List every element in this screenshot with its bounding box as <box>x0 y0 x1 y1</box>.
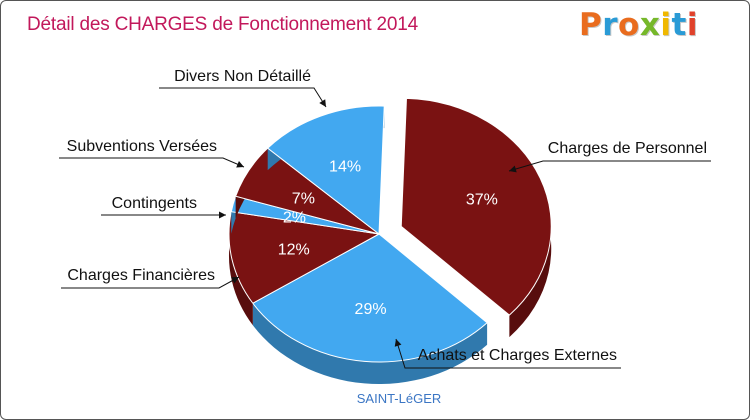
city-name: SAINT-LéGER <box>357 391 442 406</box>
slice-percent-label: 14% <box>329 159 361 176</box>
slice-category-label: Contingents <box>112 195 197 212</box>
slice-category-label: Achats et Charges Externes <box>418 347 617 364</box>
leader-arrow-icon <box>219 211 226 219</box>
pie-slice-top <box>266 105 385 235</box>
leader-lines <box>59 87 711 369</box>
slice-category-label: Subventions Versées <box>67 138 217 155</box>
logo-letter: i <box>660 7 672 43</box>
leader-line <box>395 338 621 369</box>
pie-slice-top <box>400 97 552 316</box>
slice-percent-label: 29% <box>355 301 387 318</box>
logo-letter: i <box>686 7 698 43</box>
leader-line <box>61 276 240 289</box>
proxiti-logo: Proxiti <box>579 7 698 43</box>
pie-slice-top <box>252 233 488 363</box>
pie-slice-side <box>228 211 253 326</box>
slice-labels: Charges de Personnel Achats et Charges Ex… <box>67 68 707 364</box>
pie-slice-side <box>252 303 488 385</box>
slice-percent-label: 12% <box>278 242 310 259</box>
pie-slice <box>266 105 385 235</box>
logo-letter: r <box>602 7 619 43</box>
leader-arrow-icon <box>509 165 517 173</box>
logo-letter: o <box>618 7 640 43</box>
leader-arrow-icon <box>394 339 402 347</box>
pie-slice <box>228 211 381 326</box>
pie-slice <box>252 233 488 385</box>
leader-arrow-icon <box>319 99 326 107</box>
leader-line <box>59 157 245 168</box>
pie-slices <box>228 97 552 385</box>
slice-category-label: Charges Financières <box>67 267 215 284</box>
leader-line <box>508 160 711 172</box>
pie-slice-top <box>228 211 381 304</box>
percent-labels: 37% 29% 12% 2% 7% 14% <box>278 159 498 318</box>
slice-category-label: Charges de Personnel <box>548 140 707 157</box>
chart-title: Détail des CHARGES de Fonctionnement 201… <box>27 14 419 35</box>
logo-letter: t <box>671 7 687 43</box>
logo-letter: P <box>579 7 603 43</box>
slice-category-label: Divers Non Détaillé <box>174 68 311 85</box>
leader-line <box>159 87 327 108</box>
slice-percent-label: 2% <box>283 210 306 227</box>
pie-slice <box>400 97 552 338</box>
logo-letter: x <box>639 7 661 43</box>
leader-arrow-icon <box>236 161 244 168</box>
leader-arrow-icon <box>231 277 239 284</box>
slice-percent-label: 7% <box>292 190 315 207</box>
slice-percent-label: 37% <box>466 191 498 208</box>
